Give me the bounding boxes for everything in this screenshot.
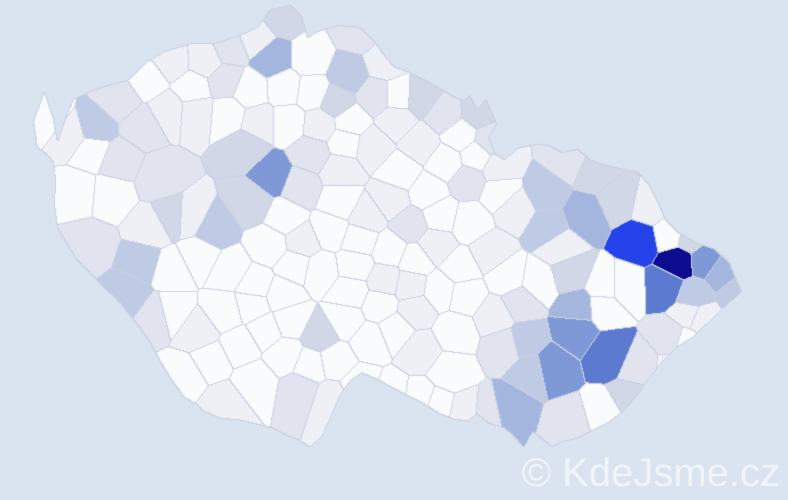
czech-surname-map: © KdeJsme.cz xyxy=(0,0,788,500)
choropleth-map-canvas[interactable] xyxy=(0,0,788,500)
